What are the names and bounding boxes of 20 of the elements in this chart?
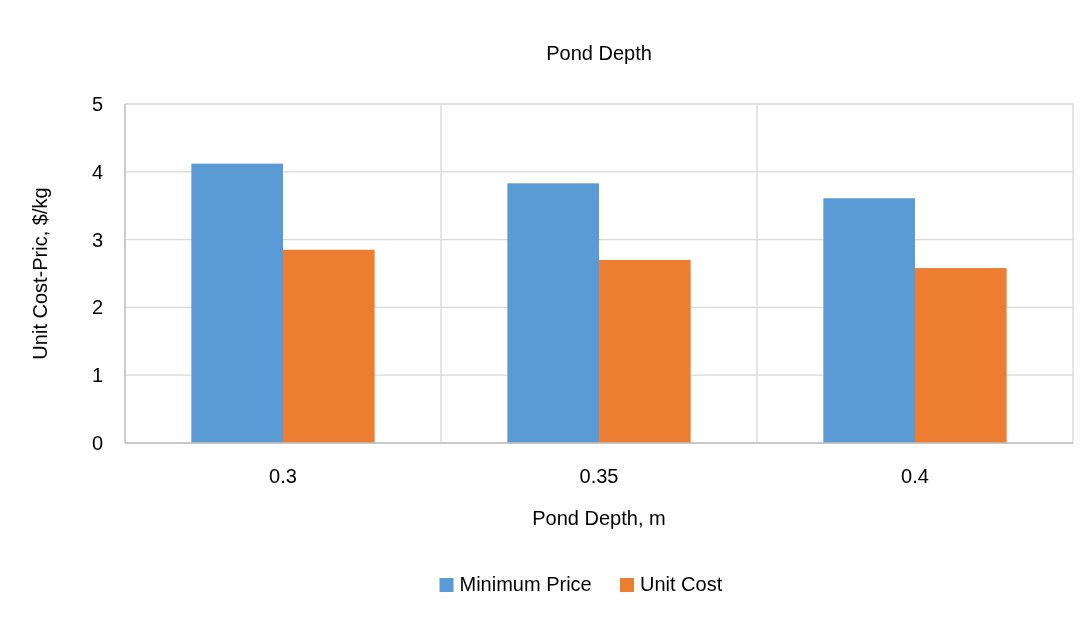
y-tick-label: 4 bbox=[91, 160, 103, 183]
y-tick-label: 0 bbox=[91, 432, 103, 454]
bar bbox=[507, 183, 599, 443]
chart-title: Pond Depth bbox=[546, 42, 652, 64]
y-axis-title: Unit Cost-Pric, $/kg bbox=[29, 187, 51, 360]
legend-label: Minimum Price bbox=[459, 573, 592, 595]
bar bbox=[823, 198, 915, 443]
x-tick-label: 0.4 bbox=[901, 465, 929, 487]
bar bbox=[915, 268, 1007, 443]
bar bbox=[599, 259, 691, 443]
legend-label: Unit Cost bbox=[640, 573, 723, 595]
y-tick-label: 5 bbox=[91, 93, 103, 115]
bar bbox=[283, 249, 375, 443]
y-tick-label: 1 bbox=[91, 364, 103, 387]
x-axis-title: Pond Depth, m bbox=[532, 507, 666, 529]
y-tick-label: 3 bbox=[91, 228, 103, 251]
x-tick-label: 0.35 bbox=[579, 465, 619, 487]
y-tick-label: 2 bbox=[91, 296, 103, 319]
x-tick-label: 0.3 bbox=[269, 465, 297, 487]
bar bbox=[191, 163, 283, 443]
